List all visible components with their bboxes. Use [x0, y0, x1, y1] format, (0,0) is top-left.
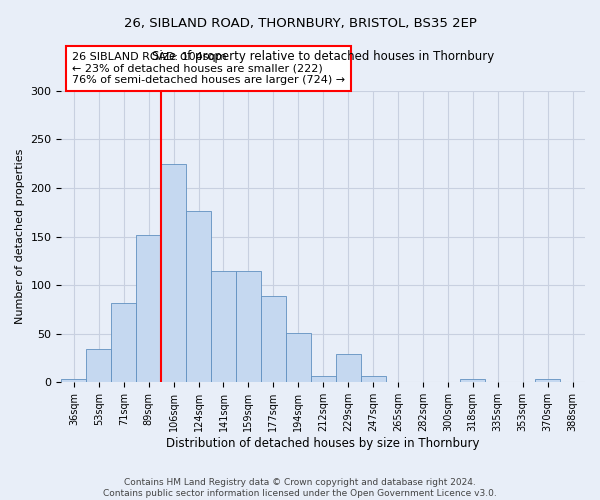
- Title: Size of property relative to detached houses in Thornbury: Size of property relative to detached ho…: [152, 50, 494, 64]
- Text: 26, SIBLAND ROAD, THORNBURY, BRISTOL, BS35 2EP: 26, SIBLAND ROAD, THORNBURY, BRISTOL, BS…: [124, 18, 476, 30]
- Bar: [236, 270, 261, 382]
- Bar: [86, 350, 111, 382]
- Y-axis label: Number of detached properties: Number of detached properties: [15, 149, 25, 324]
- Bar: [261, 296, 286, 382]
- Bar: [335, 354, 361, 382]
- Bar: [535, 380, 560, 382]
- Bar: [186, 212, 211, 382]
- Bar: [460, 380, 485, 382]
- Bar: [311, 376, 335, 382]
- Bar: [61, 380, 86, 382]
- Bar: [361, 376, 386, 382]
- Bar: [286, 333, 311, 382]
- Bar: [136, 234, 161, 382]
- Text: 26 SIBLAND ROAD: 104sqm
← 23% of detached houses are smaller (222)
76% of semi-d: 26 SIBLAND ROAD: 104sqm ← 23% of detache…: [72, 52, 345, 85]
- Bar: [111, 302, 136, 382]
- X-axis label: Distribution of detached houses by size in Thornbury: Distribution of detached houses by size …: [166, 437, 480, 450]
- Bar: [211, 270, 236, 382]
- Bar: [161, 164, 186, 382]
- Text: Contains HM Land Registry data © Crown copyright and database right 2024.
Contai: Contains HM Land Registry data © Crown c…: [103, 478, 497, 498]
